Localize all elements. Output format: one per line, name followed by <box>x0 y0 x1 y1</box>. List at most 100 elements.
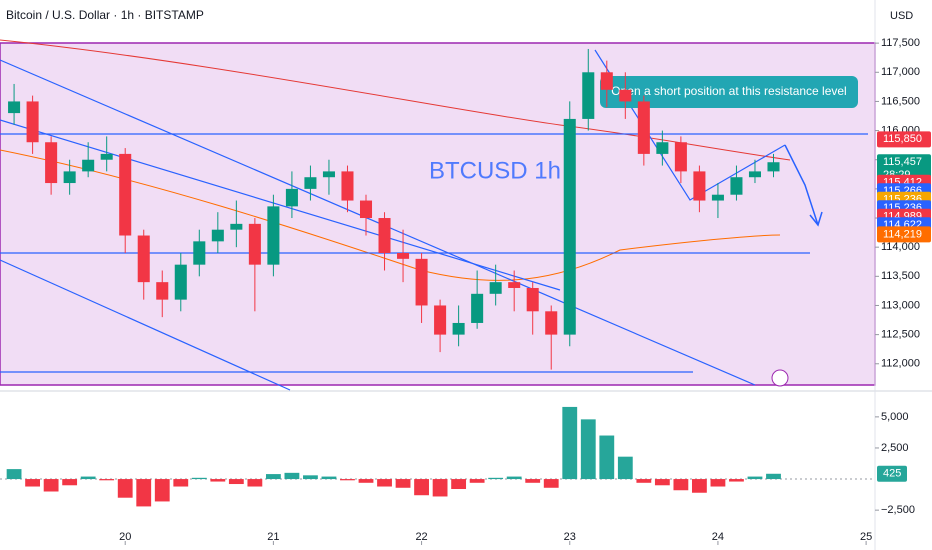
histogram-bar <box>729 479 744 482</box>
candle-body <box>600 72 613 90</box>
y-tick-label: 112,500 <box>881 329 920 341</box>
histogram-bar <box>710 479 726 487</box>
histogram-bar <box>506 476 522 480</box>
y-tick-label: 5,000 <box>881 411 909 423</box>
currency: USD <box>890 10 913 22</box>
candle-body <box>378 218 391 254</box>
candle-body <box>582 72 595 119</box>
candle-body <box>119 153 132 236</box>
histogram-bar <box>136 479 152 507</box>
candle-body <box>730 177 743 195</box>
x-tick-label: 21 <box>267 531 279 543</box>
histogram-bar <box>117 479 133 498</box>
x-tick-label: 22 <box>415 531 427 543</box>
candle-body <box>248 223 261 265</box>
candle-body <box>8 101 21 114</box>
projection-arrow <box>784 144 819 226</box>
histogram-bar <box>247 479 263 487</box>
histogram-bar <box>469 479 485 483</box>
candle-body <box>767 162 780 172</box>
price-tag <box>877 131 931 148</box>
histogram-bar <box>284 472 300 480</box>
y-tick-label: 117,000 <box>881 66 920 78</box>
y-tick-label: 112,000 <box>881 358 920 370</box>
candle-body <box>63 171 76 184</box>
candle-body <box>563 118 576 335</box>
histogram-bar <box>191 477 207 480</box>
histogram-bar <box>62 479 78 486</box>
candle-body <box>415 258 428 306</box>
candle-body <box>285 188 298 207</box>
x-tick-label: 24 <box>712 531 724 543</box>
candle-body <box>637 101 650 154</box>
histogram-bar <box>451 479 467 490</box>
channel-line <box>0 259 291 391</box>
histogram-bar <box>377 479 392 487</box>
histogram-bar <box>636 479 652 483</box>
histogram-bar <box>580 419 596 480</box>
histogram-bar <box>599 435 615 480</box>
candle-body <box>397 253 410 259</box>
candle-body <box>100 153 113 160</box>
candle-body <box>489 282 502 294</box>
candle-body <box>656 142 669 154</box>
histogram-bar <box>432 479 448 497</box>
histogram-bar <box>303 475 318 480</box>
candle-body <box>452 322 465 335</box>
callout-text: Open a short position at this resistance… <box>611 84 846 98</box>
candle-body <box>322 171 335 178</box>
histogram-bar <box>43 479 59 492</box>
histogram-bar <box>747 476 763 480</box>
candle-body <box>26 101 39 143</box>
last-value-tag <box>877 465 907 482</box>
histogram-bar <box>673 479 689 491</box>
channel-line <box>0 59 756 386</box>
watermark: BTCUSD 1h <box>429 157 561 184</box>
y-tick-label: 116,500 <box>881 95 920 107</box>
histogram-bar <box>543 479 559 488</box>
candle-body <box>137 235 150 283</box>
histogram-bar <box>6 469 22 480</box>
candle-body <box>304 177 317 189</box>
x-tick-label: 25 <box>860 531 872 543</box>
alert-icon[interactable] <box>771 369 789 387</box>
candle-body <box>211 229 224 242</box>
price-tag <box>877 226 931 243</box>
candle-body <box>434 305 447 335</box>
candle-body <box>156 282 169 300</box>
histogram-bar <box>395 479 411 488</box>
x-tick-label: 23 <box>564 531 576 543</box>
candle-body <box>711 194 724 201</box>
y-tick-label: 113,000 <box>881 299 920 311</box>
candle-body <box>674 142 687 172</box>
callout-box <box>600 76 858 108</box>
histogram-bar <box>691 479 707 493</box>
y-tick-label: 114,000 <box>881 241 920 253</box>
channel-line <box>0 119 561 291</box>
moving-average <box>0 39 791 161</box>
histogram-bar <box>358 479 374 483</box>
arrow-head <box>809 211 823 227</box>
histogram-bar <box>321 476 337 480</box>
histogram-bar <box>525 479 541 483</box>
y-tick-label: −2,500 <box>881 504 915 516</box>
y-tick-label: 2,500 <box>881 442 909 454</box>
x-tick-label: 20 <box>119 531 131 543</box>
chart-title: Bitcoin / U.S. Dollar · 1h · BITSTAMP <box>6 8 204 22</box>
histogram-bar <box>99 479 115 481</box>
price-tag-label: 115,850 <box>883 133 922 145</box>
moving-average <box>0 149 781 281</box>
histogram-bar <box>80 476 96 480</box>
candle-body <box>471 293 484 323</box>
candle-body <box>619 89 632 102</box>
candle-body <box>267 206 280 265</box>
candle-body <box>693 171 706 201</box>
histogram-bar <box>210 479 226 482</box>
histogram-bar <box>265 474 281 480</box>
y-tick-label: 117,500 <box>881 37 920 49</box>
candle-body <box>359 200 373 219</box>
histogram-bar <box>25 479 41 487</box>
histogram-bar <box>617 456 633 480</box>
histogram-bar <box>173 479 189 487</box>
